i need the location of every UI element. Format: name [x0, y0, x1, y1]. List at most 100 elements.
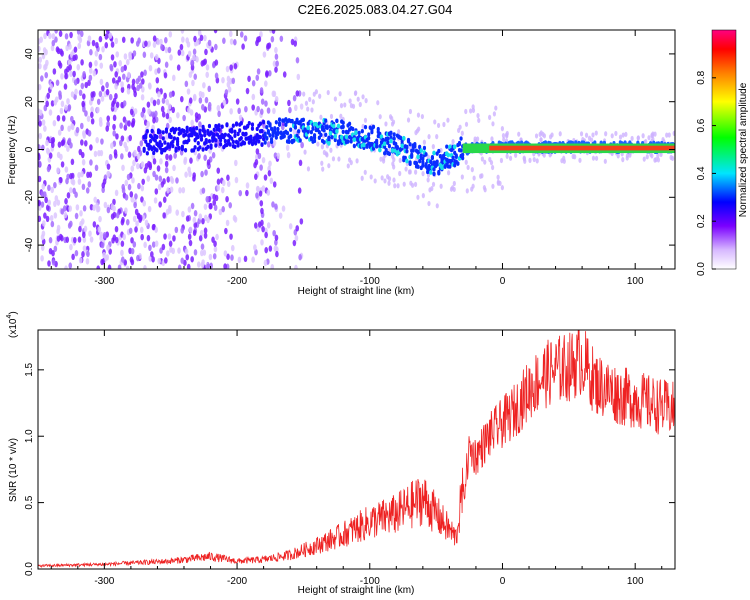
- heatmap-cell: [74, 54, 78, 61]
- heatmap-cell: [164, 37, 168, 44]
- heatmap-cell: [133, 201, 137, 209]
- heatmap-cell: [166, 176, 171, 183]
- colorbar-tick-label: 0.8: [696, 70, 707, 84]
- heatmap-cell: [435, 203, 439, 209]
- heatmap-cell: [45, 59, 49, 67]
- heatmap-cell: [579, 131, 584, 137]
- heatmap-cell: [337, 156, 341, 162]
- heatmap-cell: [435, 134, 439, 140]
- heatmap-cell: [383, 178, 387, 184]
- heatmap-cell: [429, 170, 433, 175]
- heatmap-cell: [665, 132, 669, 138]
- heatmap-cell: [650, 153, 654, 159]
- heatmap-cell: [38, 114, 41, 122]
- heatmap-cell: [158, 175, 163, 182]
- heatmap-cell: [160, 105, 165, 113]
- heatmap-cell: [268, 122, 272, 127]
- heatmap-cell: [324, 118, 328, 123]
- heatmap-cell: [204, 96, 209, 104]
- heatmap-cell: [70, 91, 75, 98]
- heatmap-cell: [128, 134, 133, 142]
- heatmap-cell: [331, 123, 336, 129]
- heatmap-cell: [286, 151, 291, 159]
- heatmap-cell: [66, 192, 71, 199]
- heatmap-cell: [187, 206, 192, 213]
- heatmap-cell: [51, 259, 56, 266]
- heatmap-cell: [630, 135, 634, 142]
- heatmap-cell: [144, 219, 149, 227]
- heatmap-cell: [213, 245, 218, 253]
- heatmap-cell: [51, 39, 56, 47]
- heatmap-cell: [395, 146, 399, 151]
- heatmap-cell: [160, 44, 164, 51]
- heatmap-cell: [408, 108, 413, 115]
- heatmap-cell: [306, 166, 311, 172]
- heatmap-cell: [304, 100, 309, 106]
- heatmap-cell: [206, 159, 211, 166]
- heatmap-cell: [152, 170, 156, 178]
- heatmap-cell: [488, 156, 492, 163]
- heatmap-cell: [38, 144, 41, 151]
- heatmap-cell: [126, 71, 131, 79]
- heatmap-cell: [112, 130, 116, 137]
- heatmap-cell: [207, 139, 212, 144]
- heatmap-cell: [74, 191, 78, 198]
- heatmap-cell: [171, 106, 176, 114]
- heatmap-cell: [166, 187, 170, 194]
- heatmap-cell: [161, 136, 165, 141]
- heatmap-cell: [236, 140, 240, 146]
- heatmap-cell: [390, 115, 394, 122]
- heatmap-cell: [90, 91, 95, 98]
- heatmap-cell: [96, 98, 101, 105]
- heatmap-cell: [329, 113, 334, 120]
- heatmap-cell: [60, 100, 65, 108]
- heatmap-cell: [483, 159, 487, 165]
- y-multiplier-label: (x104): [6, 311, 19, 338]
- heatmap-cell: [50, 220, 55, 228]
- heatmap-cell: [571, 153, 575, 160]
- heatmap-cell: [223, 263, 227, 269]
- heatmap-cell: [193, 210, 198, 217]
- heatmap-cell: [421, 163, 425, 168]
- heatmap-cell: [325, 152, 329, 158]
- heatmap-cell: [78, 89, 83, 97]
- heatmap-cell: [331, 156, 336, 162]
- heatmap-cell: [196, 134, 200, 140]
- heatmap-cell: [180, 30, 185, 34]
- heatmap-cell: [470, 186, 474, 192]
- heatmap-cell: [198, 128, 202, 133]
- heatmap-cell: [166, 250, 170, 257]
- heatmap-cell: [177, 247, 181, 254]
- heatmap-cell: [78, 257, 83, 264]
- heatmap-cell: [67, 105, 71, 112]
- heatmap-cell: [354, 130, 358, 136]
- heatmap-cell: [54, 195, 59, 202]
- heatmap-cell: [341, 124, 345, 129]
- x-tick-label: 100: [627, 276, 644, 287]
- heatmap-cell: [333, 133, 338, 139]
- heatmap-cell: [45, 147, 50, 155]
- heatmap-cell: [134, 226, 138, 233]
- heatmap-cell: [316, 141, 320, 147]
- heatmap-cell: [89, 49, 93, 56]
- heatmap-cell: [287, 139, 291, 144]
- heatmap-cell: [43, 32, 47, 40]
- heatmap-cell: [105, 88, 110, 96]
- heatmap-cell: [176, 64, 181, 71]
- heatmap-cell: [273, 245, 278, 252]
- heatmap-cell: [439, 183, 443, 189]
- heatmap-cell: [60, 124, 64, 132]
- heatmap-cell: [361, 123, 365, 130]
- colorbar-ticks: 0.0 0.2 0.4 0.6 0.8: [696, 70, 716, 276]
- heatmap-cell: [500, 185, 504, 191]
- heatmap-cell: [155, 148, 159, 153]
- heatmap-cell: [624, 131, 628, 137]
- heatmap-cell: [91, 39, 96, 47]
- heatmap-cell: [59, 176, 63, 184]
- heatmap-cell: [106, 163, 111, 170]
- heatmap-cell: [176, 112, 180, 119]
- heatmap-cell: [48, 109, 53, 116]
- heatmap-cell: [647, 135, 651, 141]
- heatmap-cell: [430, 185, 434, 192]
- heatmap-cell: [196, 140, 200, 146]
